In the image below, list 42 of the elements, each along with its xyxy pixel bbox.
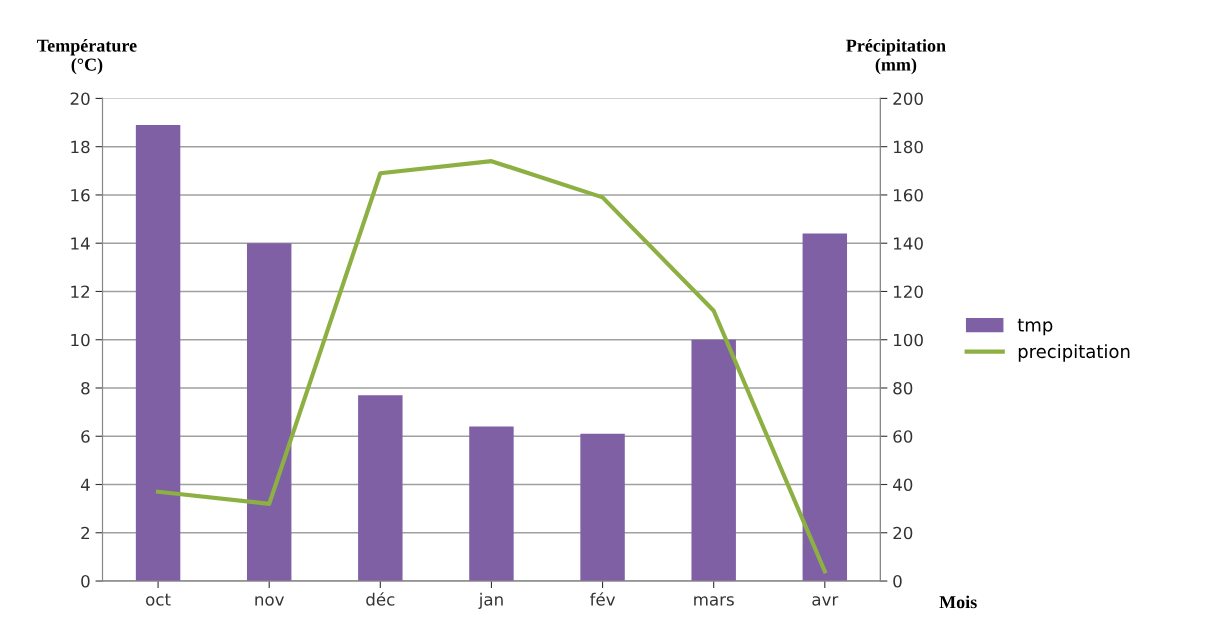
y2-tick-label: 100 [894, 333, 923, 347]
y2-tick-label: 0 [893, 574, 902, 588]
bar [580, 433, 625, 582]
bar [135, 124, 181, 582]
x-tick-label: mars [694, 596, 734, 606]
x-tick-label: oct [146, 593, 171, 606]
y-tick-label: 14 [71, 237, 90, 250]
x-tick-label: déc [366, 592, 395, 606]
x-axis-title: Mois [939, 595, 977, 609]
y-tick-label: 4 [80, 478, 90, 491]
x-tick-label: jan [478, 592, 503, 609]
legend-label: precipitation [1018, 344, 1130, 362]
y-tick-label: 12 [71, 285, 90, 298]
y2-tick-label: 180 [894, 140, 923, 154]
line-series [155, 159, 827, 574]
y-tick-label: 16 [71, 188, 90, 202]
x-tick-label: avr [812, 596, 839, 606]
y2-tick-label: 80 [893, 381, 913, 395]
bar [802, 233, 848, 582]
y-tick-label: 2 [81, 526, 90, 540]
y-tick-label: 0 [81, 574, 90, 588]
x-tick-label: fév [589, 592, 616, 606]
y2-tick-label: 20 [893, 526, 913, 540]
y-tick-label: 6 [81, 430, 90, 443]
legend-label: tmp [1017, 318, 1053, 336]
y-tick-label: 18 [71, 140, 90, 154]
bar [469, 426, 514, 582]
y-tick-label: 10 [71, 333, 90, 347]
bar [691, 339, 736, 582]
y-tick-label: 20 [70, 92, 90, 105]
y2-tick-label: 40 [893, 478, 913, 492]
x-tick-label: nov [255, 596, 285, 606]
y2-tick-label: 200 [893, 92, 923, 105]
y-axis-title: Température (°C) [37, 39, 137, 75]
y2-tick-label: 140 [894, 237, 923, 250]
y-tick-label: 8 [81, 381, 90, 395]
bar [246, 243, 292, 582]
y2-tick-label: 160 [894, 188, 923, 202]
y2-tick-label: 60 [893, 430, 913, 443]
bar [358, 395, 403, 582]
y2-axis-title: Précipitation (mm) [846, 39, 946, 75]
y2-tick-label: 120 [894, 285, 923, 299]
